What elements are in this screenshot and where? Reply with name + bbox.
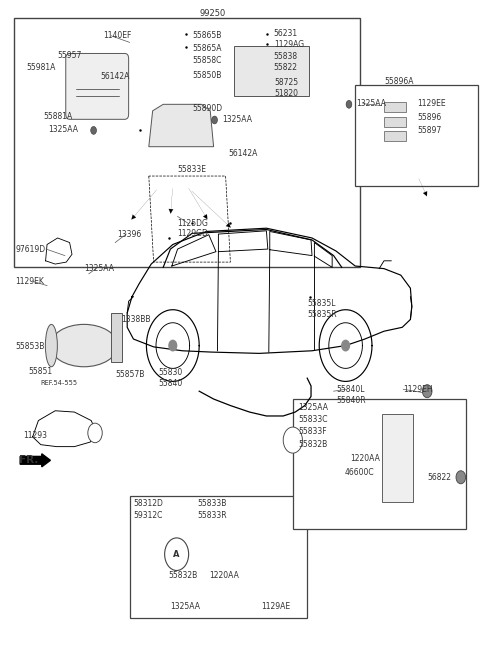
Text: 55840R: 55840R bbox=[336, 396, 366, 405]
Text: FR.: FR. bbox=[19, 454, 38, 465]
Circle shape bbox=[165, 538, 189, 570]
Text: 55835L: 55835L bbox=[307, 299, 336, 308]
Text: 55890D: 55890D bbox=[192, 104, 222, 113]
Text: 55838: 55838 bbox=[274, 52, 298, 61]
Text: 55857B: 55857B bbox=[115, 370, 144, 379]
Text: 55897: 55897 bbox=[418, 126, 442, 135]
Circle shape bbox=[91, 126, 96, 134]
Text: 55822: 55822 bbox=[274, 63, 298, 72]
Text: 55835R: 55835R bbox=[307, 310, 337, 319]
Text: 58725: 58725 bbox=[275, 78, 299, 87]
Circle shape bbox=[346, 100, 352, 108]
Text: 1325AA: 1325AA bbox=[170, 602, 200, 611]
Text: 55896: 55896 bbox=[418, 113, 442, 122]
Circle shape bbox=[88, 423, 102, 443]
Text: 59312C: 59312C bbox=[133, 511, 163, 520]
Text: 55865A: 55865A bbox=[192, 44, 221, 53]
Ellipse shape bbox=[45, 324, 58, 366]
Circle shape bbox=[422, 385, 432, 398]
Bar bbox=[384, 117, 406, 127]
Text: 1325AA: 1325AA bbox=[222, 115, 252, 124]
Text: 99250: 99250 bbox=[199, 8, 226, 18]
Text: 55832B: 55832B bbox=[168, 570, 197, 580]
Ellipse shape bbox=[50, 324, 118, 366]
Text: REF.54-555: REF.54-555 bbox=[41, 380, 78, 387]
Bar bbox=[293, 399, 466, 529]
Text: 55840: 55840 bbox=[158, 379, 183, 388]
Text: 51820: 51820 bbox=[275, 89, 299, 98]
Text: 56142A: 56142A bbox=[101, 72, 130, 82]
Text: 1325AA: 1325AA bbox=[299, 403, 328, 412]
Text: 11293: 11293 bbox=[23, 431, 47, 440]
Text: 55833B: 55833B bbox=[198, 499, 227, 508]
Bar bbox=[14, 18, 360, 267]
Circle shape bbox=[169, 340, 177, 351]
Text: 1129GD: 1129GD bbox=[178, 229, 208, 238]
FancyBboxPatch shape bbox=[382, 414, 413, 502]
Text: 1338BB: 1338BB bbox=[121, 315, 150, 324]
Polygon shape bbox=[149, 104, 214, 147]
Text: 1125DG: 1125DG bbox=[178, 219, 208, 228]
Text: 55833C: 55833C bbox=[299, 415, 328, 424]
Text: 46600C: 46600C bbox=[345, 467, 374, 477]
Text: 58312D: 58312D bbox=[133, 499, 163, 508]
Text: 55853B: 55853B bbox=[15, 342, 45, 351]
Text: 55881A: 55881A bbox=[43, 111, 72, 121]
Text: 1325AA: 1325AA bbox=[356, 99, 386, 108]
Bar bbox=[130, 496, 307, 618]
Bar bbox=[111, 313, 122, 362]
Text: 55833R: 55833R bbox=[198, 511, 228, 520]
Circle shape bbox=[456, 471, 466, 484]
Text: 1129EE: 1129EE bbox=[418, 99, 446, 108]
Text: 1129EH: 1129EH bbox=[403, 385, 433, 394]
Text: 55981A: 55981A bbox=[26, 63, 56, 72]
FancyBboxPatch shape bbox=[234, 46, 309, 96]
Bar bbox=[384, 131, 406, 141]
Text: 1325AA: 1325AA bbox=[48, 125, 78, 134]
Bar bbox=[355, 85, 478, 186]
Text: 56142A: 56142A bbox=[228, 149, 257, 158]
Circle shape bbox=[283, 427, 302, 453]
Text: 1140EF: 1140EF bbox=[103, 31, 132, 40]
Text: 55850B: 55850B bbox=[192, 71, 221, 80]
Text: 97619D: 97619D bbox=[15, 244, 46, 254]
Text: 55832B: 55832B bbox=[299, 440, 328, 449]
Circle shape bbox=[342, 340, 349, 351]
Text: 1129AE: 1129AE bbox=[262, 602, 291, 611]
Bar bbox=[384, 102, 406, 112]
Text: 1325AA: 1325AA bbox=[84, 264, 114, 273]
Text: 1220AA: 1220AA bbox=[209, 570, 239, 580]
Text: 55896A: 55896A bbox=[384, 77, 413, 86]
Text: 55833F: 55833F bbox=[299, 427, 327, 436]
FancyArrow shape bbox=[20, 454, 50, 467]
FancyBboxPatch shape bbox=[66, 53, 129, 119]
Text: 13396: 13396 bbox=[118, 230, 142, 239]
Text: 56822: 56822 bbox=[427, 473, 451, 482]
Text: A: A bbox=[173, 550, 180, 559]
Text: 1220AA: 1220AA bbox=[350, 454, 380, 463]
Text: 55833E: 55833E bbox=[178, 165, 206, 174]
Text: 55957: 55957 bbox=[58, 51, 82, 60]
Text: 1129AG: 1129AG bbox=[275, 40, 305, 50]
Text: 55830: 55830 bbox=[158, 368, 183, 378]
Text: 1129EK: 1129EK bbox=[15, 277, 44, 286]
Text: 55858C: 55858C bbox=[192, 56, 221, 65]
Text: 55865B: 55865B bbox=[192, 31, 221, 40]
Text: 55840L: 55840L bbox=[336, 385, 364, 394]
Text: 56231: 56231 bbox=[274, 29, 298, 38]
Text: 55851: 55851 bbox=[29, 367, 53, 376]
Circle shape bbox=[212, 116, 217, 124]
